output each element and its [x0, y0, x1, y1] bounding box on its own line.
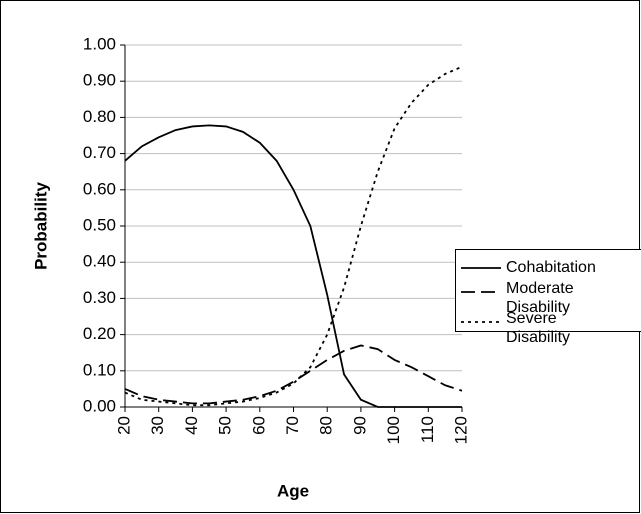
y-tick-label: 0.70	[83, 143, 116, 162]
series-line	[124, 344, 463, 405]
x-tick-label: 90	[350, 416, 369, 435]
x-tick-label: 30	[148, 416, 167, 435]
x-tick-label: 70	[283, 416, 302, 435]
y-tick-label: 0.50	[83, 215, 116, 234]
y-tick-label: 0.40	[83, 252, 116, 271]
legend-box	[455, 249, 641, 332]
x-tick-label: 120	[451, 416, 470, 444]
series-line	[124, 124, 462, 408]
y-axis-label: Probability	[31, 182, 50, 270]
legend-label: Moderate Disability	[506, 280, 574, 316]
x-tick-label: 60	[249, 416, 268, 435]
y-tick-label: 0.20	[83, 324, 116, 343]
x-tick-label: 100	[384, 416, 403, 444]
y-tick-label: 0.30	[83, 288, 116, 307]
y-tick-label: 0.60	[83, 179, 116, 198]
x-tick-label: 110	[418, 416, 437, 443]
legend-label: Severe Disability	[506, 310, 571, 346]
y-tick-label: 0.00	[83, 396, 116, 415]
x-axis-label: Age	[277, 481, 309, 500]
x-tick-label: 20	[114, 416, 133, 435]
x-tick-label: 80	[317, 416, 336, 435]
legend-label: Cohabitation	[506, 259, 596, 276]
y-tick-label: 0.10	[83, 360, 116, 379]
series-line	[124, 65, 463, 407]
y-tick-label: 1.00	[83, 34, 116, 53]
y-tick-label: 0.90	[83, 71, 116, 90]
x-tick-label: 50	[216, 416, 235, 435]
y-tick-label: 0.80	[83, 107, 116, 126]
x-tick-label: 40	[182, 416, 201, 435]
